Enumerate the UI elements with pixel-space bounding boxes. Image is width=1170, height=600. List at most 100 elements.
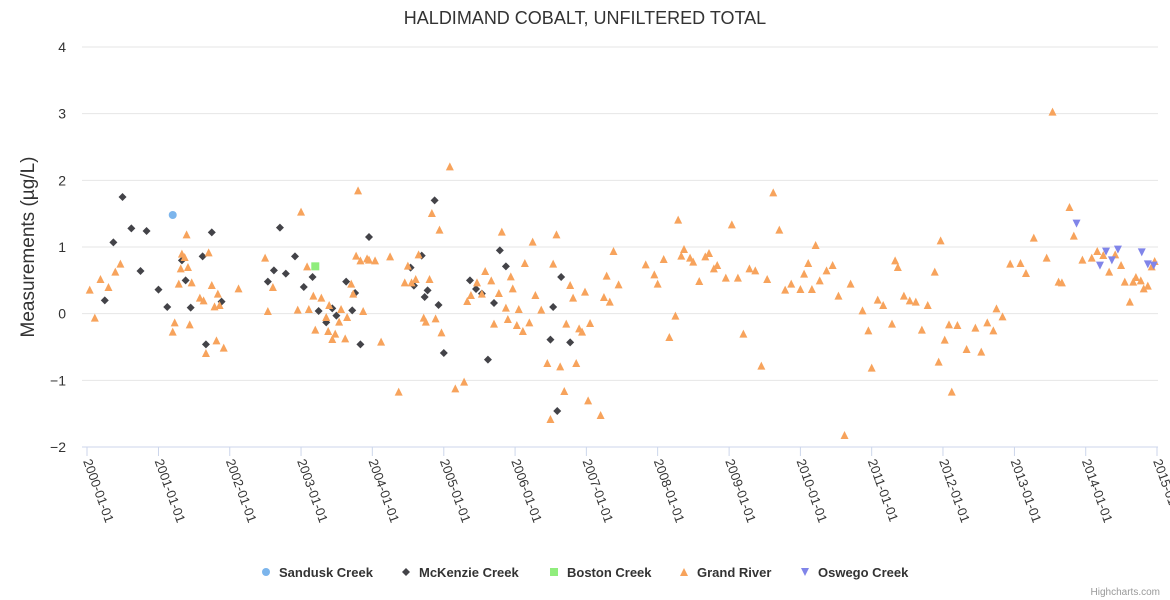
data-point[interactable] (665, 333, 674, 341)
data-point[interactable] (840, 431, 849, 439)
data-point[interactable] (1149, 261, 1158, 270)
data-point[interactable] (518, 327, 527, 335)
data-point[interactable] (1069, 231, 1078, 240)
data-point[interactable] (751, 266, 760, 275)
legend-symbol[interactable] (402, 568, 410, 576)
data-point[interactable] (846, 279, 855, 288)
data-point[interactable] (804, 259, 813, 267)
data-point[interactable] (183, 263, 192, 271)
legend-item-sandusk-creek[interactable]: Sandusk Creek (262, 565, 374, 580)
data-point[interactable] (472, 278, 481, 287)
data-point[interactable] (971, 323, 980, 332)
data-point[interactable] (354, 186, 363, 195)
data-point[interactable] (905, 296, 914, 305)
data-point[interactable] (331, 329, 340, 338)
data-point[interactable] (998, 312, 1007, 321)
data-point[interactable] (739, 329, 748, 338)
data-point[interactable] (1087, 253, 1096, 262)
data-point[interactable] (520, 259, 529, 267)
legend-item-mckenzie-creek[interactable]: McKenzie Creek (402, 565, 519, 580)
data-point[interactable] (414, 250, 423, 259)
legend-symbol[interactable] (801, 568, 809, 576)
data-point[interactable] (425, 275, 434, 283)
data-point[interactable] (605, 297, 614, 306)
data-point[interactable] (377, 337, 386, 346)
data-point[interactable] (549, 303, 558, 311)
data-point[interactable] (352, 251, 361, 260)
data-point[interactable] (186, 303, 195, 312)
data-point[interactable] (934, 357, 943, 366)
data-point[interactable] (1072, 219, 1081, 228)
data-point[interactable] (314, 307, 323, 315)
data-point[interactable] (181, 276, 190, 285)
data-point[interactable] (899, 291, 908, 300)
data-point[interactable] (304, 305, 313, 313)
data-point[interactable] (1105, 267, 1114, 276)
data-point[interactable] (686, 253, 695, 262)
data-point[interactable] (822, 266, 831, 275)
data-point[interactable] (1016, 259, 1025, 267)
data-point[interactable] (911, 297, 920, 306)
data-point[interactable] (674, 215, 683, 224)
data-point[interactable] (269, 266, 278, 275)
data-point[interactable] (569, 293, 578, 302)
data-point[interactable] (311, 325, 320, 334)
data-point[interactable] (501, 262, 510, 271)
data-point[interactable] (549, 259, 558, 268)
data-point[interactable] (1125, 297, 1134, 306)
data-point[interactable] (212, 336, 221, 345)
data-point[interactable] (337, 305, 346, 313)
data-point[interactable] (199, 296, 208, 305)
data-point[interactable] (421, 317, 430, 326)
data-point[interactable] (483, 355, 492, 364)
data-point[interactable] (834, 291, 843, 300)
data-point[interactable] (596, 411, 605, 419)
credits-link[interactable]: Highcharts.com (1091, 587, 1160, 598)
data-point[interactable] (430, 196, 439, 205)
data-point[interactable] (560, 387, 569, 395)
data-point[interactable] (1093, 247, 1102, 255)
data-point[interactable] (1078, 255, 1087, 264)
data-point[interactable] (586, 319, 595, 327)
data-point[interactable] (434, 301, 443, 309)
data-point[interactable] (411, 275, 420, 283)
legend-symbol[interactable] (680, 568, 688, 576)
data-point[interactable] (311, 262, 320, 271)
data-point[interactable] (781, 285, 790, 294)
data-point[interactable] (349, 289, 358, 298)
data-point[interactable] (580, 287, 589, 296)
data-point[interactable] (198, 252, 207, 261)
data-point[interactable] (201, 349, 210, 357)
data-point[interactable] (614, 280, 623, 289)
data-point[interactable] (268, 283, 277, 291)
data-point[interactable] (553, 407, 562, 415)
data-point[interactable] (940, 335, 949, 344)
data-point[interactable] (1117, 261, 1126, 269)
legend-symbol[interactable] (262, 568, 270, 576)
data-point[interactable] (263, 307, 272, 315)
data-point[interactable] (185, 320, 194, 329)
data-point[interactable] (807, 285, 816, 293)
data-point[interactable] (721, 273, 730, 282)
data-point[interactable] (757, 361, 766, 370)
data-point[interactable] (180, 253, 189, 261)
data-point[interactable] (463, 297, 472, 305)
data-point[interactable] (543, 359, 552, 367)
data-point[interactable] (365, 255, 374, 264)
data-point[interactable] (930, 267, 939, 276)
data-point[interactable] (572, 359, 581, 367)
data-point[interactable] (290, 252, 299, 261)
data-point[interactable] (201, 340, 210, 349)
data-point[interactable] (322, 313, 331, 321)
data-point[interactable] (100, 296, 109, 305)
data-point[interactable] (335, 317, 344, 326)
data-point[interactable] (309, 291, 318, 300)
data-point[interactable] (176, 264, 185, 273)
data-point[interactable] (917, 325, 926, 334)
data-point[interactable] (403, 261, 412, 270)
data-point[interactable] (867, 363, 876, 372)
data-point[interactable] (923, 301, 932, 309)
data-point[interactable] (562, 319, 571, 328)
data-point[interactable] (677, 251, 686, 260)
data-point[interactable] (512, 321, 521, 329)
